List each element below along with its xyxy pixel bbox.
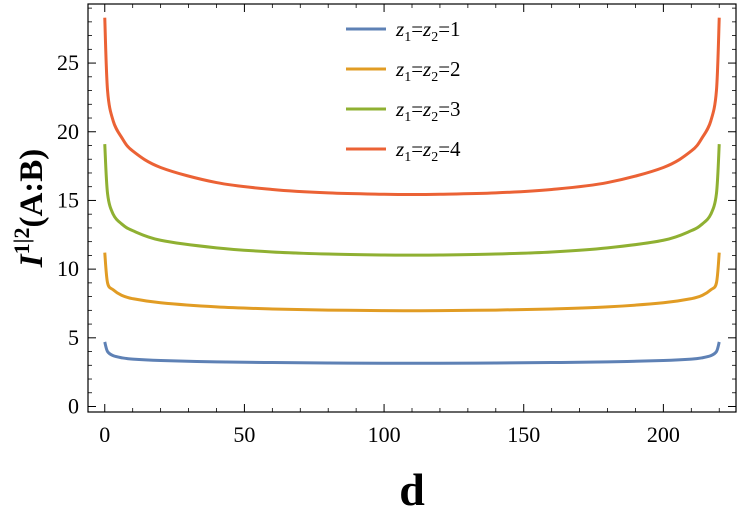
axis-ticks: 0 50 100 150 200 0 5 10 15 20 25 (57, 4, 736, 447)
legend-label-1: z1=z2=1 (395, 17, 461, 45)
x-tick-label: 0 (99, 422, 110, 447)
y-tick-label: 5 (68, 325, 79, 350)
legend-label-2: z1=z2=2 (395, 57, 461, 85)
x-tick-label: 200 (647, 422, 680, 447)
y-tick-label: 15 (57, 187, 79, 212)
series-line-4 (103, 17, 721, 197)
y-axis-label: I1|2(A:B) (9, 149, 50, 269)
series-line-3 (103, 144, 721, 257)
series-lines (103, 17, 721, 365)
series-line-2 (103, 252, 721, 313)
x-tick-label: 50 (233, 422, 255, 447)
series-line-1 (103, 341, 721, 365)
x-tick-label: 100 (368, 422, 401, 447)
y-tick-label: 0 (68, 394, 79, 419)
legend: z1=z2=1 z1=z2=2 z1=z2=3 z1=z2=4 (346, 17, 461, 165)
legend-label-4: z1=z2=4 (395, 137, 461, 165)
y-tick-label: 20 (57, 119, 79, 144)
y-tick-label: 10 (57, 256, 79, 281)
legend-label-3: z1=z2=3 (395, 97, 461, 125)
x-axis-label: d (399, 464, 425, 515)
x-tick-label: 150 (507, 422, 540, 447)
plot-frame (87, 3, 737, 413)
y-tick-label: 25 (57, 50, 79, 75)
